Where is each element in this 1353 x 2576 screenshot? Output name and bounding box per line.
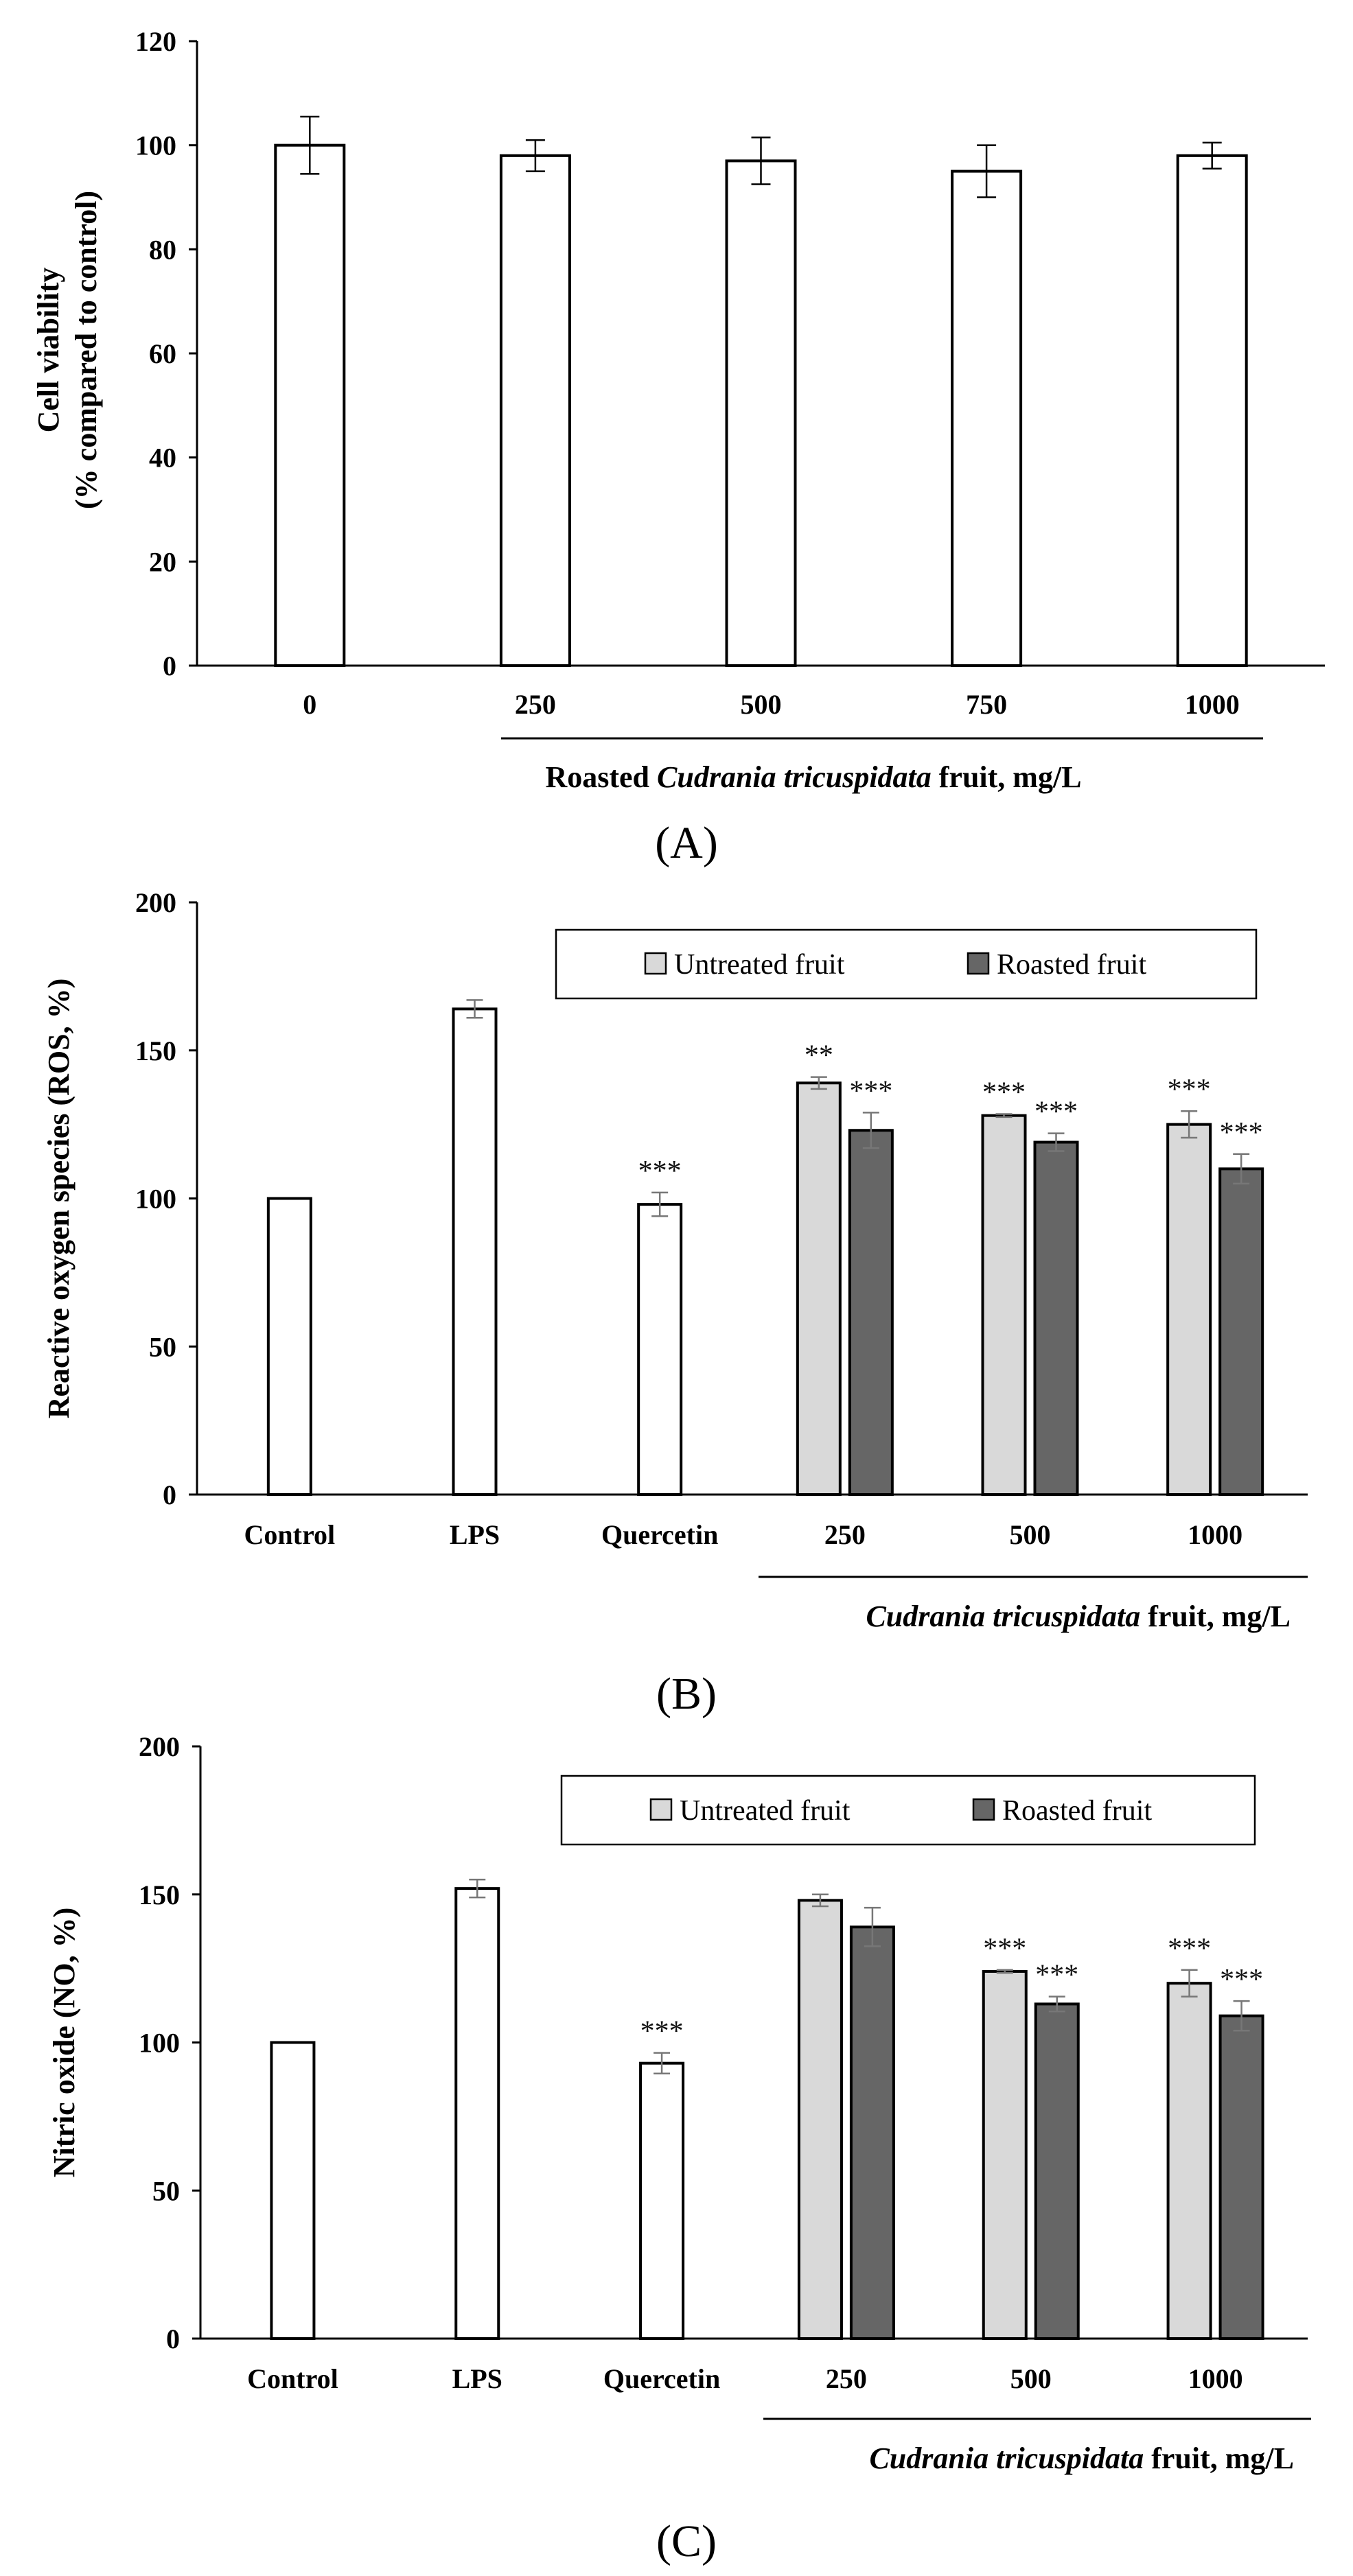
chart-c-bar-roasted [849,1925,895,2341]
chart-a-x-axis-title-italic: Cudrania tricuspidata [657,760,932,794]
chart-b-bar-roasted [1218,1167,1264,1496]
chart-a-bar [951,169,1023,668]
chart-c-ytick-label: 100 [139,2028,180,2059]
chart-c-significance-mark: *** [983,1933,1026,1965]
chart-b-xtick-label: 250 [824,1519,866,1550]
chart-a-xtick-label: 500 [741,689,782,720]
chart-c-significance-mark: *** [640,2016,684,2048]
chart-c-xtick-label: Control [247,2363,338,2394]
chart-c-xtick-label: 500 [1010,2363,1052,2394]
chart-b-bar-roasted [848,1129,894,1496]
chart-c-ytick-label: 50 [152,2175,180,2206]
chart-c-legend [560,1775,1256,1846]
chart-a-xtick-label: 750 [966,689,1007,720]
chart-b-bar-control [266,1197,312,1496]
chart-b-significance-mark: *** [982,1077,1026,1109]
chart-b-significance-mark: *** [1034,1097,1078,1128]
chart-a-ytick-label: 60 [149,338,176,369]
chart-a-x-axis-title-pre: Roasted [545,760,657,794]
chart-c-bar-control [639,2061,685,2341]
chart-c-significance-mark: *** [1035,1960,1078,1991]
chart-c-xtick-label: Quercetin [603,2363,720,2394]
chart-c-x-axis-title-italic: Cudrania tricuspidata [869,2442,1144,2475]
chart-a-ytick-label: 80 [149,234,176,265]
chart-c-legend-swatch [649,1798,673,1821]
chart-a-xtick-label: 250 [515,689,556,720]
chart-b-significance-mark: *** [638,1156,682,1187]
chart-a-bar [725,159,797,667]
chart-c-x-axis-title: Cudrania tricuspidata fruit, mg/L [869,2442,1294,2475]
chart-a-ytick-label: 120 [135,26,176,57]
chart-c-bar-roasted [1034,2002,1080,2341]
chart-a-ytick-label: 100 [135,130,176,161]
chart-b-bar-untreated [1166,1123,1212,1496]
chart-b-significance-mark: *** [1168,1074,1211,1105]
chart-b-xtick-label: Quercetin [601,1519,718,1550]
chart-c-ytick-label: 0 [166,2323,180,2354]
chart-a-xtick-label: 1000 [1185,689,1240,720]
chart-b-xtick-label: Control [244,1519,336,1550]
chart-c-legend-label: Untreated fruit [680,1795,851,1827]
chart-c-bar-untreated [797,1899,843,2340]
chart-b-bar-roasted [1033,1140,1079,1496]
chart-c-y-axis-title: Nitric oxide (NO, %) [47,1908,81,2177]
chart-b-legend-swatch [967,952,990,975]
chart-c-bar-untreated [1166,1982,1212,2340]
chart-b-legend-label: Roasted fruit [997,949,1146,981]
chart-b-ytick-label: 200 [135,887,176,918]
chart-c-bar-control [454,1887,500,2341]
chart-c-ytick-label: 150 [139,1880,180,1910]
chart-b-legend-swatch [644,952,667,975]
chart-b-bar-control [637,1203,683,1496]
chart-b-xtick-label: 500 [1010,1519,1051,1550]
chart-c-legend-swatch [972,1798,995,1821]
chart-b-xtick-label: LPS [450,1519,500,1550]
chart-b-y-axis-title: Reactive oxygen species (ROS, %) [42,979,76,1419]
chart-a-bar [1176,154,1248,668]
chart-b-significance-mark: *** [1220,1117,1263,1149]
chart-a-ytick-label: 0 [163,651,176,681]
chart-b-legend [555,928,1258,1000]
chart-a-panel-label: (A) [655,818,718,868]
chart-c-significance-mark: *** [1220,1964,1263,1995]
chart-b-x-axis-title-italic: Cudrania tricuspidata [866,1600,1140,1633]
chart-a-bar [499,154,571,668]
chart-b-ytick-label: 100 [135,1184,176,1215]
chart-b-ytick-label: 50 [149,1331,176,1362]
chart-c-x-axis-title-post: fruit, mg/L [1144,2442,1294,2475]
chart-c-bar-roasted [1218,2014,1264,2341]
chart-c-bar-untreated [982,1969,1028,2340]
chart-c-legend-label: Roasted fruit [1002,1795,1152,1827]
chart-b-bar-control [452,1007,498,1496]
chart-b-x-axis-title-post: fruit, mg/L [1140,1600,1291,1633]
chart-a-bar [274,143,346,667]
chart-c-significance-mark: *** [1168,1933,1211,1965]
chart-b-bar-untreated [796,1081,842,1496]
chart-c-panel-label: (C) [656,2516,717,2566]
chart-c-xtick-label: 250 [826,2363,867,2394]
chart-c-ytick-label: 200 [139,1731,180,1762]
chart-c-xtick-label: 1000 [1188,2363,1243,2394]
chart-b-xtick-label: 1000 [1188,1519,1242,1550]
chart-b-ytick-label: 150 [135,1035,176,1066]
chart-b-x-axis-title: Cudrania tricuspidata fruit, mg/L [866,1600,1291,1633]
chart-a-ytick-label: 40 [149,443,176,473]
chart-b-significance-mark: *** [849,1075,892,1107]
chart-a-x-axis-title: Roasted Cudrania tricuspidata fruit, mg/… [545,760,1081,794]
chart-b-bar-untreated [981,1114,1027,1497]
chart-a-y-axis-title: Cell viability [32,268,65,433]
chart-b-panel-label: (B) [656,1669,717,1719]
chart-c-xtick-label: LPS [452,2363,502,2394]
chart-a-xtick-label: 0 [303,689,316,720]
chart-c-bar-control [270,2041,316,2340]
chart-b-significance-mark: ** [805,1040,833,1072]
chart-a-y-axis-title-line2: (% compared to control) [69,191,103,509]
chart-a-ytick-label: 20 [149,546,176,577]
chart-a-x-axis-title-post: fruit, mg/L [932,760,1082,794]
chart-b-ytick-label: 0 [163,1479,176,1510]
chart-b-legend-label: Untreated fruit [674,949,845,981]
